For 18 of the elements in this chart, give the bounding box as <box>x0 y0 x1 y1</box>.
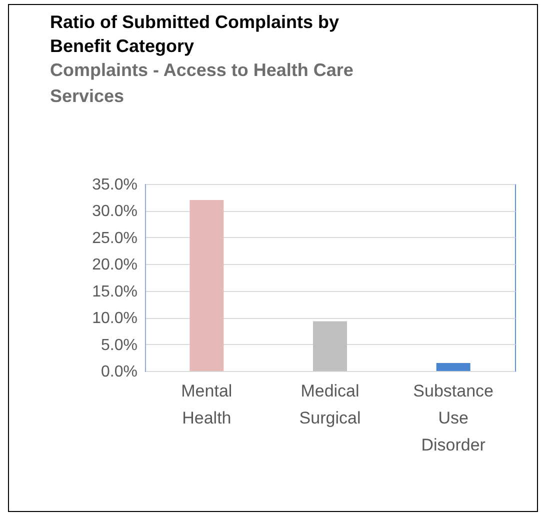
bar <box>313 321 347 371</box>
y-tick-label: 20.0% <box>92 256 138 274</box>
x-tick-label: Medical Surgical <box>299 382 361 428</box>
x-tick-label: Substance Use Disorder <box>413 382 494 454</box>
y-tick-label: 10.0% <box>92 310 138 328</box>
text: Ratio of Submitted Complaints by <box>50 12 340 32</box>
y-tick-label: 0.0% <box>101 364 138 380</box>
text: Benefit Category <box>50 36 194 56</box>
y-tick-label: 15.0% <box>92 283 138 300</box>
y-tick-label: 25.0% <box>92 230 138 247</box>
bar <box>190 200 224 371</box>
y-tick-label: 35.0% <box>92 176 138 194</box>
y-tick-label: 30.0% <box>92 203 138 220</box>
bar <box>436 362 470 371</box>
x-tick-label: Mental Health <box>181 382 232 428</box>
y-tick-label: 5.0% <box>101 336 138 354</box>
text: Services <box>50 86 124 106</box>
text: Complaints - Access to Health Care <box>50 60 354 80</box>
